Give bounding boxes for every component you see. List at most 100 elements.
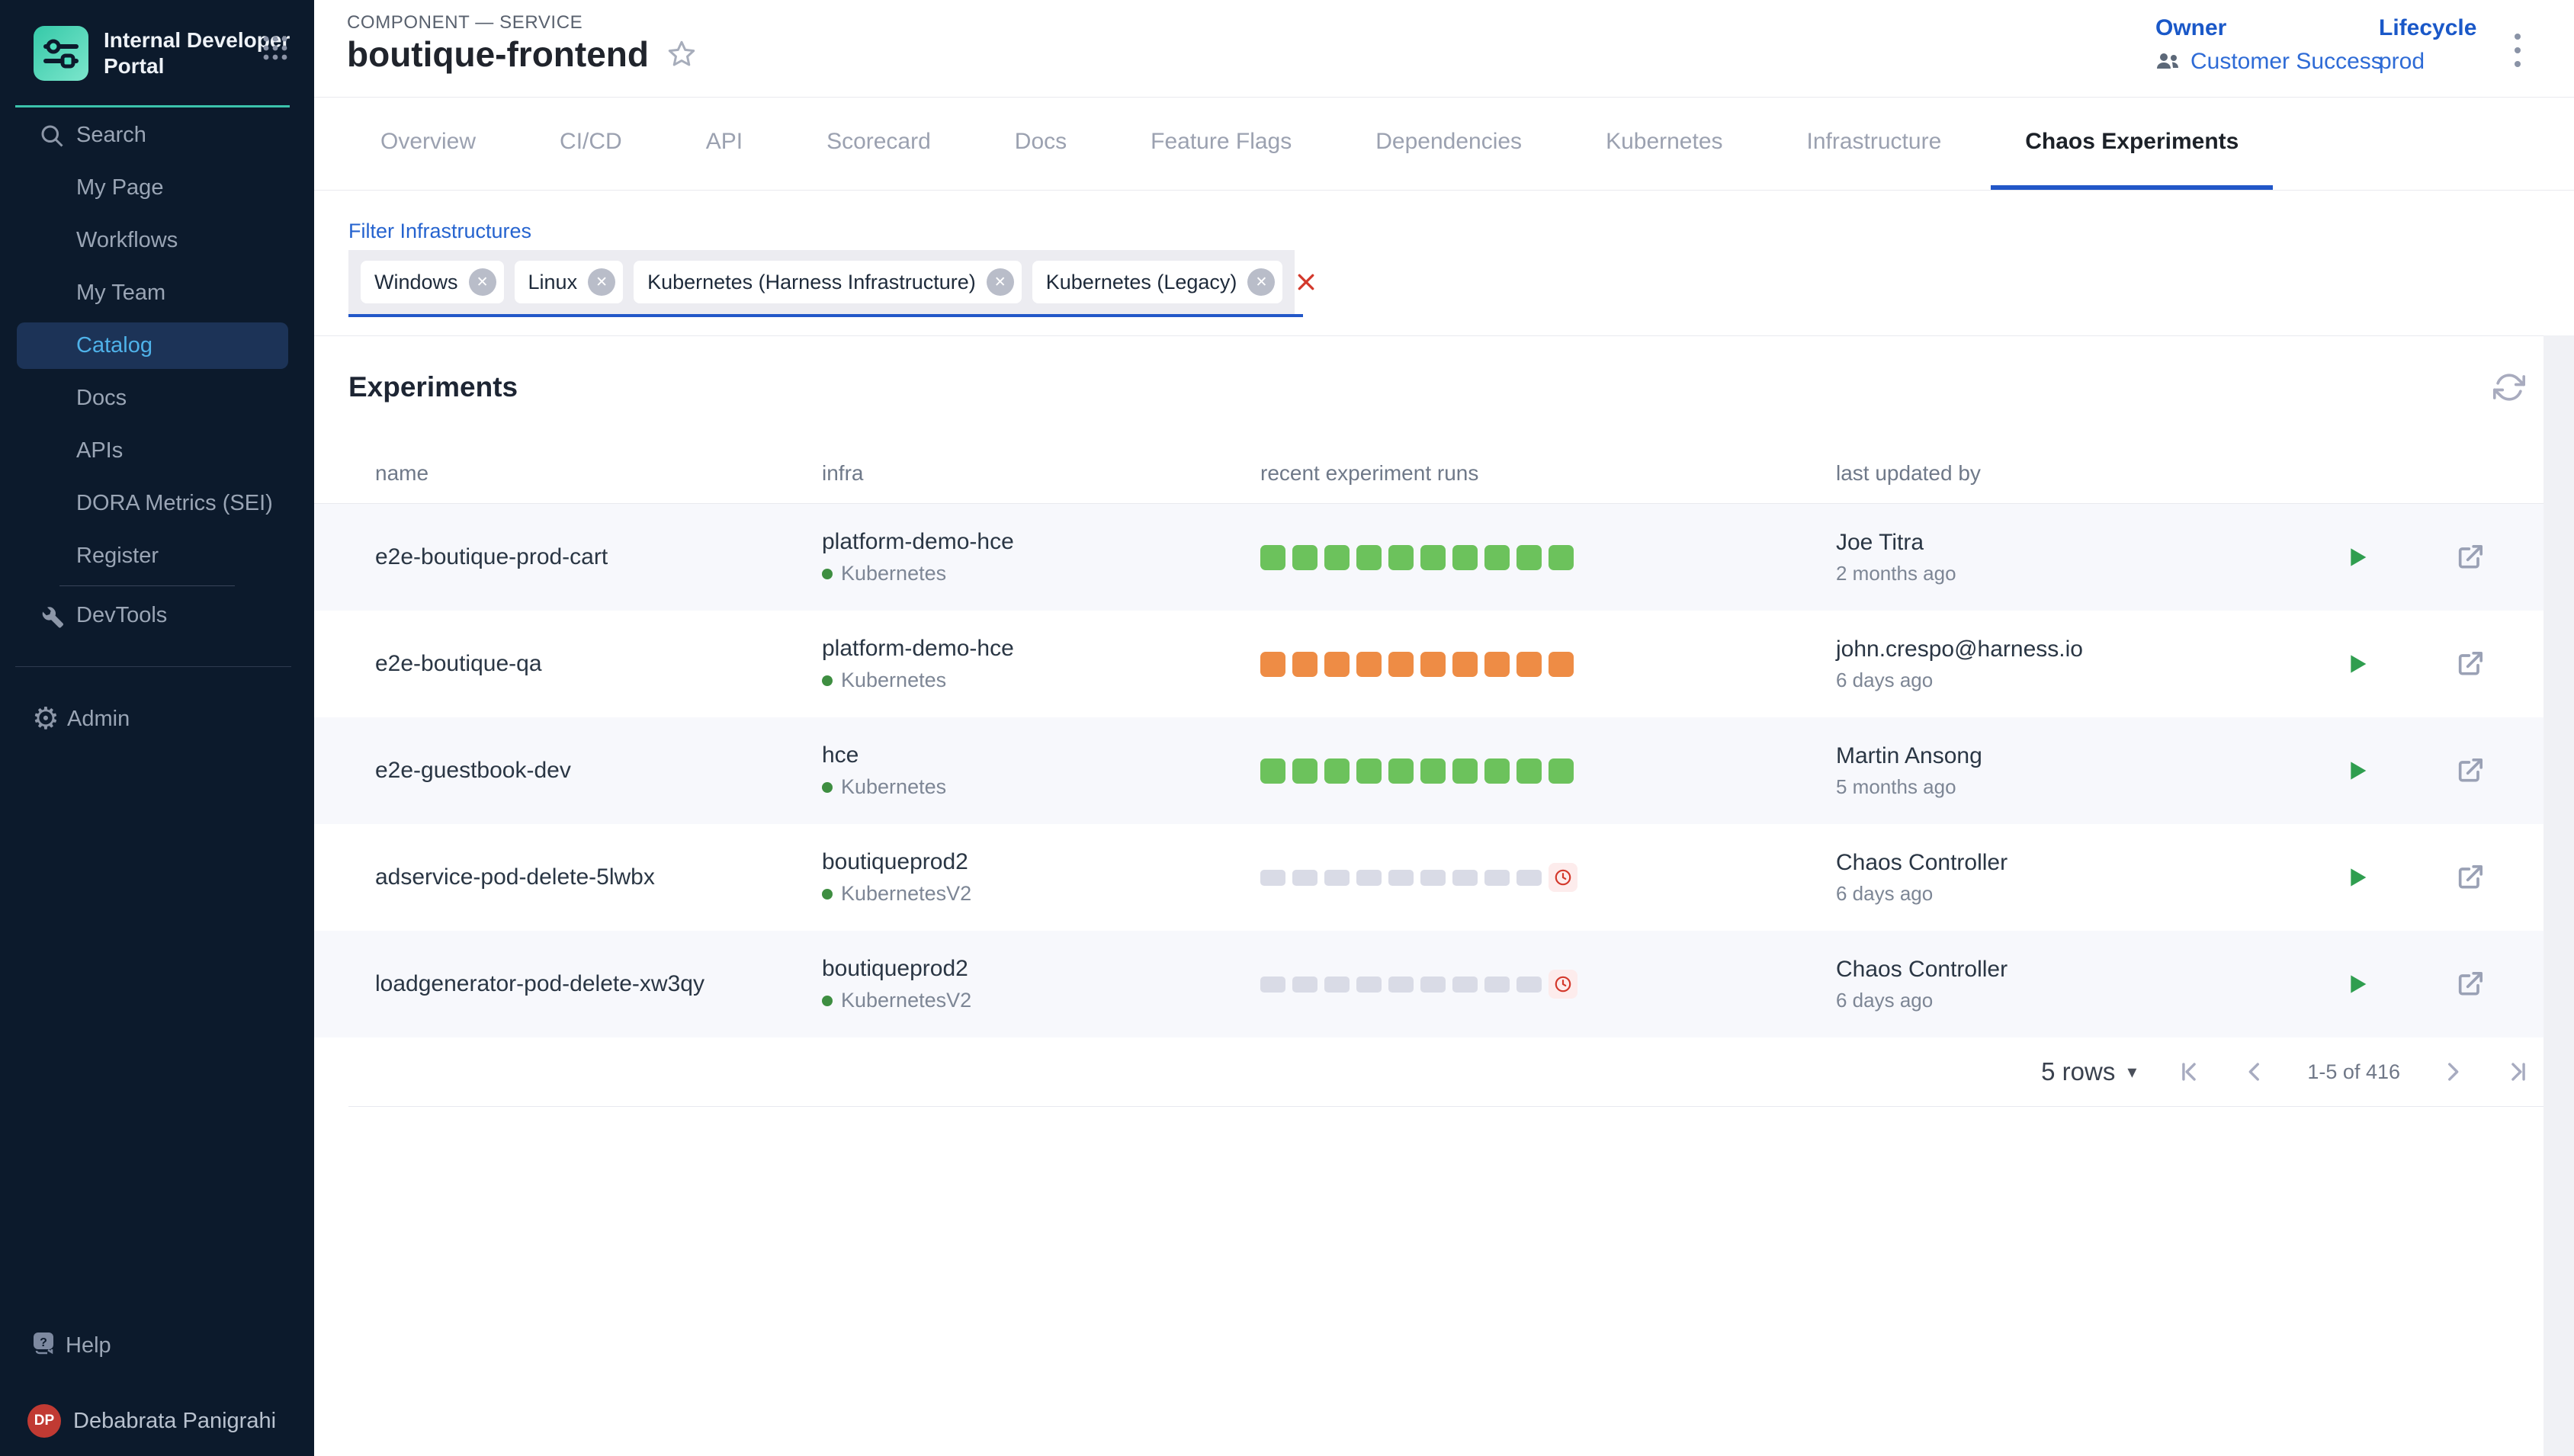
refresh-icon[interactable] xyxy=(2493,371,2525,406)
run-square-green[interactable] xyxy=(1324,545,1350,570)
table-row[interactable]: e2e-boutique-prod-cart platform-demo-hce… xyxy=(314,504,2574,611)
run-square-gray[interactable] xyxy=(1324,977,1350,993)
run-experiment-button[interactable] xyxy=(2341,862,2371,893)
sidebar-item-dora-metrics[interactable]: DORA Metrics (SEI) xyxy=(0,477,314,530)
run-square-green[interactable] xyxy=(1260,758,1285,784)
run-square-green[interactable] xyxy=(1484,758,1510,784)
run-square-orange[interactable] xyxy=(1292,652,1317,677)
tab-api[interactable]: API xyxy=(672,98,777,190)
run-square-green[interactable] xyxy=(1484,545,1510,570)
tab-chaos-experiments[interactable]: Chaos Experiments xyxy=(1991,98,2273,190)
run-square-green[interactable] xyxy=(1549,545,1574,570)
infrastructure-filter-input[interactable]: Windows ✕ Linux ✕ Kubernetes (Harness In… xyxy=(348,250,1303,317)
run-square-green[interactable] xyxy=(1516,758,1542,784)
run-experiment-button[interactable] xyxy=(2341,755,2371,786)
next-page-button[interactable] xyxy=(2440,1059,2466,1085)
sidebar-item-register[interactable]: Register xyxy=(0,530,314,582)
run-square-green[interactable] xyxy=(1356,758,1382,784)
run-square-green[interactable] xyxy=(1292,758,1317,784)
run-square-green[interactable] xyxy=(1388,758,1414,784)
sidebar-item-devtools[interactable]: DevTools xyxy=(0,589,314,642)
first-page-button[interactable] xyxy=(2176,1059,2202,1085)
run-square-gray[interactable] xyxy=(1420,870,1446,886)
table-row[interactable]: e2e-guestbook-dev hce Kubernetes Martin … xyxy=(314,717,2574,824)
run-square-gray[interactable] xyxy=(1516,977,1542,993)
help-button[interactable]: ? Help xyxy=(0,1320,314,1372)
run-square-gray[interactable] xyxy=(1484,870,1510,886)
sidebar-item-apis[interactable]: APIs xyxy=(0,425,314,477)
run-experiment-button[interactable] xyxy=(2341,649,2371,679)
run-square-orange[interactable] xyxy=(1549,652,1574,677)
user-menu[interactable]: DP Debabrata Panigrahi xyxy=(0,1393,314,1448)
run-square-gray[interactable] xyxy=(1484,977,1510,993)
chip-remove-icon[interactable]: ✕ xyxy=(987,268,1014,296)
run-square-gray[interactable] xyxy=(1260,977,1285,993)
favorite-star-icon[interactable] xyxy=(666,38,698,70)
chip-remove-icon[interactable]: ✕ xyxy=(1247,268,1275,296)
run-square-green[interactable] xyxy=(1452,758,1478,784)
harness-idp-logo[interactable] xyxy=(34,26,88,81)
kebab-menu-icon[interactable] xyxy=(2501,26,2534,75)
run-square-gray[interactable] xyxy=(1452,870,1478,886)
tab-docs[interactable]: Docs xyxy=(980,98,1101,190)
last-page-button[interactable] xyxy=(2505,1059,2531,1085)
run-square-green[interactable] xyxy=(1292,545,1317,570)
sidebar-item-my-page[interactable]: My Page xyxy=(0,162,314,214)
run-square-orange[interactable] xyxy=(1324,652,1350,677)
clear-filters-icon[interactable] xyxy=(1295,250,1317,314)
sidebar-item-workflows[interactable]: Workflows xyxy=(0,214,314,267)
tab-dependencies[interactable]: Dependencies xyxy=(1341,98,1556,190)
run-square-gray[interactable] xyxy=(1388,977,1414,993)
run-square-gray[interactable] xyxy=(1516,870,1542,886)
run-square-gray[interactable] xyxy=(1388,870,1414,886)
run-square-gray[interactable] xyxy=(1452,977,1478,993)
tab-kubernetes[interactable]: Kubernetes xyxy=(1571,98,1757,190)
prev-page-button[interactable] xyxy=(2242,1059,2267,1085)
run-square-orange[interactable] xyxy=(1484,652,1510,677)
open-experiment-icon[interactable] xyxy=(2455,649,2486,679)
tab-overview[interactable]: Overview xyxy=(346,98,510,190)
run-square-orange[interactable] xyxy=(1260,652,1285,677)
run-square-green[interactable] xyxy=(1260,545,1285,570)
run-square-green[interactable] xyxy=(1356,545,1382,570)
scrollbar-track[interactable] xyxy=(2544,335,2574,1456)
run-experiment-button[interactable] xyxy=(2341,542,2371,572)
run-square-green[interactable] xyxy=(1420,545,1446,570)
table-row[interactable]: adservice-pod-delete-5lwbx boutiqueprod2… xyxy=(314,824,2574,931)
run-square-orange[interactable] xyxy=(1388,652,1414,677)
sidebar-item-docs[interactable]: Docs xyxy=(0,372,314,425)
tab-feature-flags[interactable]: Feature Flags xyxy=(1116,98,1326,190)
sidebar-item-admin[interactable]: ⚙ Admin xyxy=(0,693,314,746)
run-square-orange[interactable] xyxy=(1516,652,1542,677)
run-experiment-button[interactable] xyxy=(2341,969,2371,999)
sidebar-item-search[interactable]: Search xyxy=(0,109,314,162)
run-square-green[interactable] xyxy=(1420,758,1446,784)
open-experiment-icon[interactable] xyxy=(2455,862,2486,893)
run-square-green[interactable] xyxy=(1324,758,1350,784)
run-square-gray[interactable] xyxy=(1324,870,1350,886)
run-square-green[interactable] xyxy=(1388,545,1414,570)
open-experiment-icon[interactable] xyxy=(2455,542,2486,572)
tab-scorecard[interactable]: Scorecard xyxy=(792,98,965,190)
sidebar-item-my-team[interactable]: My Team xyxy=(0,267,314,319)
open-experiment-icon[interactable] xyxy=(2455,969,2486,999)
filter-chip-area[interactable]: Windows ✕ Linux ✕ Kubernetes (Harness In… xyxy=(348,250,1295,314)
run-square-green[interactable] xyxy=(1452,545,1478,570)
table-row[interactable]: e2e-boutique-qa platform-demo-hce Kubern… xyxy=(314,611,2574,717)
rows-per-page-select[interactable]: 5 rows ▾ xyxy=(2041,1057,2136,1086)
run-square-orange[interactable] xyxy=(1356,652,1382,677)
run-square-orange[interactable] xyxy=(1420,652,1446,677)
apps-grid-icon[interactable] xyxy=(262,35,288,65)
open-experiment-icon[interactable] xyxy=(2455,755,2486,786)
run-square-orange[interactable] xyxy=(1452,652,1478,677)
run-square-gray[interactable] xyxy=(1420,977,1446,993)
run-square-gray[interactable] xyxy=(1292,870,1317,886)
sidebar-item-catalog[interactable]: Catalog xyxy=(17,322,288,369)
chip-remove-icon[interactable]: ✕ xyxy=(588,268,615,296)
run-square-green[interactable] xyxy=(1549,758,1574,784)
run-square-gray[interactable] xyxy=(1356,870,1382,886)
tab-cicd[interactable]: CI/CD xyxy=(525,98,656,190)
run-square-gray[interactable] xyxy=(1292,977,1317,993)
owner-link[interactable]: Customer Success xyxy=(2190,49,2383,75)
tab-infrastructure[interactable]: Infrastructure xyxy=(1773,98,1976,190)
